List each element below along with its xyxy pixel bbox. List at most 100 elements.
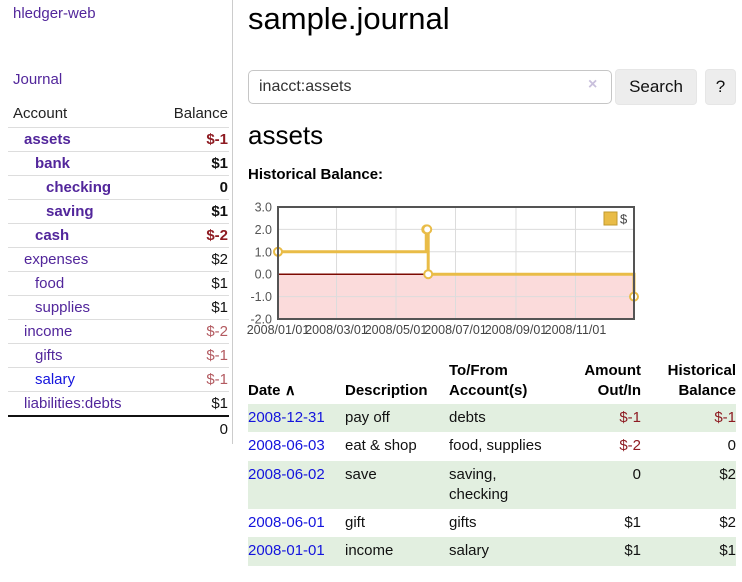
account-link[interactable]: supplies bbox=[35, 299, 91, 316]
account-row: supplies $1 bbox=[8, 295, 229, 320]
account-balance: 0 bbox=[152, 175, 229, 200]
account-link[interactable]: food bbox=[35, 275, 65, 292]
account-link[interactable]: cash bbox=[35, 227, 70, 244]
transaction-row: 2008-06-03 eat & shop food, supplies $-2 0 bbox=[248, 432, 736, 460]
sidebar-item-journal[interactable]: Journal bbox=[13, 71, 63, 88]
transaction-row: 2008-06-01 gift gifts $1 $2 bbox=[248, 509, 736, 537]
account-balance: $1 bbox=[152, 151, 229, 176]
svg-text:2008/05/01: 2008/05/01 bbox=[365, 323, 428, 337]
accounts-header-account: Account bbox=[13, 105, 68, 122]
account-row: gifts $-1 bbox=[8, 343, 229, 368]
account-balance: $-2 bbox=[152, 223, 229, 248]
app-brand-link[interactable]: hledger-web bbox=[13, 5, 96, 22]
account-balance: $1 bbox=[152, 271, 229, 296]
register-header-date[interactable]: Date ∧ bbox=[248, 381, 296, 399]
register-table: Date ∧ Description To/From Account(s) Am… bbox=[248, 361, 736, 566]
search-bar: × Search ? bbox=[248, 69, 742, 105]
transaction-amount: $1 bbox=[624, 514, 641, 531]
account-balance: $-1 bbox=[152, 367, 229, 392]
account-row: bank $1 bbox=[8, 151, 229, 176]
svg-text:0.0: 0.0 bbox=[255, 268, 272, 282]
transaction-amount: $1 bbox=[624, 542, 641, 560]
account-row: income $-2 bbox=[8, 319, 229, 344]
svg-text:2.0: 2.0 bbox=[255, 223, 272, 237]
account-link[interactable]: assets bbox=[24, 131, 71, 148]
transaction-accounts: salary bbox=[449, 542, 490, 560]
transaction-balance: 0 bbox=[727, 437, 736, 455]
transaction-date-link[interactable]: 2008-06-02 bbox=[248, 465, 325, 483]
svg-text:-1.0: -1.0 bbox=[250, 290, 272, 304]
account-row: checking 0 bbox=[8, 175, 229, 200]
account-balance: $-1 bbox=[152, 127, 229, 152]
transaction-balance: $1 bbox=[719, 542, 736, 560]
transaction-balance: $2 bbox=[719, 465, 736, 483]
accounts-total-value: 0 bbox=[8, 415, 229, 441]
account-balance: $1 bbox=[152, 199, 229, 224]
main-panel: sample.journal × Search ? assets Histori… bbox=[247, 0, 742, 582]
account-row: assets $-1 bbox=[8, 127, 229, 152]
sidebar: hledger-web Journal Account Balance asse… bbox=[0, 0, 233, 444]
transaction-description: eat & shop bbox=[345, 437, 417, 455]
transaction-date-link[interactable]: 2008-06-03 bbox=[248, 437, 325, 455]
svg-text:2008/01/01: 2008/01/01 bbox=[247, 323, 310, 337]
svg-text:2008/03/01: 2008/03/01 bbox=[305, 323, 368, 337]
register-header-description: Description bbox=[345, 381, 428, 399]
transaction-description: pay off bbox=[345, 409, 390, 426]
account-row: expenses $2 bbox=[8, 247, 229, 272]
transaction-date-link[interactable]: 2008-06-01 bbox=[248, 514, 325, 531]
register-header-amount: Amount Out/In bbox=[584, 362, 641, 399]
account-link[interactable]: checking bbox=[46, 179, 112, 196]
account-row: salary $-1 bbox=[8, 367, 229, 392]
transaction-amount: $-2 bbox=[619, 437, 641, 455]
account-link[interactable]: salary bbox=[35, 371, 76, 388]
transaction-row: 2008-01-01 income salary $1 $1 bbox=[248, 537, 736, 566]
account-row: liabilities:debts $1 bbox=[8, 391, 229, 416]
register-header-accounts: To/From Account(s) bbox=[449, 362, 528, 399]
register-tbody: 2008-12-31 pay off debts $-1 $-1 2008-06-03 ea… bbox=[248, 404, 736, 566]
register-header-balance: Historical Balance bbox=[667, 362, 736, 399]
transaction-description: save bbox=[345, 465, 377, 483]
account-link[interactable]: expenses bbox=[24, 251, 89, 268]
clear-search-icon[interactable]: × bbox=[588, 76, 598, 93]
transaction-amount: 0 bbox=[632, 465, 641, 483]
svg-text:-2.0: -2.0 bbox=[250, 313, 272, 327]
accounts-total-row: 0 bbox=[8, 415, 229, 441]
account-row: saving $1 bbox=[8, 199, 229, 224]
svg-text:2008/11/01: 2008/11/01 bbox=[545, 323, 607, 337]
account-link[interactable]: saving bbox=[46, 203, 94, 220]
account-link[interactable]: liabilities:debts bbox=[24, 395, 122, 412]
account-row: food $1 bbox=[8, 271, 229, 296]
transaction-accounts: gifts bbox=[449, 514, 477, 531]
svg-text:2008/07/01: 2008/07/01 bbox=[424, 323, 487, 337]
transaction-description: gift bbox=[345, 514, 366, 531]
search-button[interactable]: Search bbox=[615, 69, 697, 105]
transaction-accounts: saving, checking bbox=[449, 465, 509, 503]
accounts-header-balance: Balance bbox=[173, 105, 228, 122]
account-balance: $1 bbox=[152, 391, 229, 416]
account-balance: $2 bbox=[152, 247, 229, 272]
account-link[interactable]: gifts bbox=[35, 347, 63, 364]
search-input[interactable] bbox=[248, 70, 612, 104]
register-header-row: Date ∧ Description To/From Account(s) Am… bbox=[248, 361, 736, 404]
svg-text:3.0: 3.0 bbox=[255, 201, 272, 215]
accounts-tbody: assets $-1 bank $1 checking 0 saving $1 cash $-2 e… bbox=[8, 127, 229, 416]
account-balance: $-1 bbox=[152, 343, 229, 368]
account-balance: $1 bbox=[152, 295, 229, 320]
transaction-accounts: debts bbox=[449, 409, 486, 426]
svg-text:2008/09/01: 2008/09/01 bbox=[485, 323, 548, 337]
account-link[interactable]: income bbox=[24, 323, 73, 340]
chart-title-label: Historical Balance: bbox=[248, 166, 384, 183]
page-title: sample.journal bbox=[248, 1, 450, 36]
account-link[interactable]: bank bbox=[35, 155, 71, 172]
accounts-table: Account Balance assets $-1 bank $1 checking 0… bbox=[8, 102, 229, 441]
transaction-balance: $-1 bbox=[714, 409, 736, 426]
transaction-date-link[interactable]: 2008-01-01 bbox=[248, 542, 325, 560]
help-button[interactable]: ? bbox=[705, 69, 736, 105]
svg-text:$: $ bbox=[620, 212, 628, 227]
transaction-accounts: food, supplies bbox=[449, 437, 542, 455]
historical-balance-chart: $3.0 2.0 1.0 0.0 -1.0 -2.02008/01/012008/03/0… bbox=[247, 201, 639, 337]
transaction-date-link[interactable]: 2008-12-31 bbox=[248, 409, 325, 426]
sort-ascending-icon: ∧ bbox=[284, 381, 296, 399]
transaction-row: 2008-06-02 save saving, checking 0 $2 bbox=[248, 460, 736, 509]
transaction-balance: $2 bbox=[719, 514, 736, 531]
